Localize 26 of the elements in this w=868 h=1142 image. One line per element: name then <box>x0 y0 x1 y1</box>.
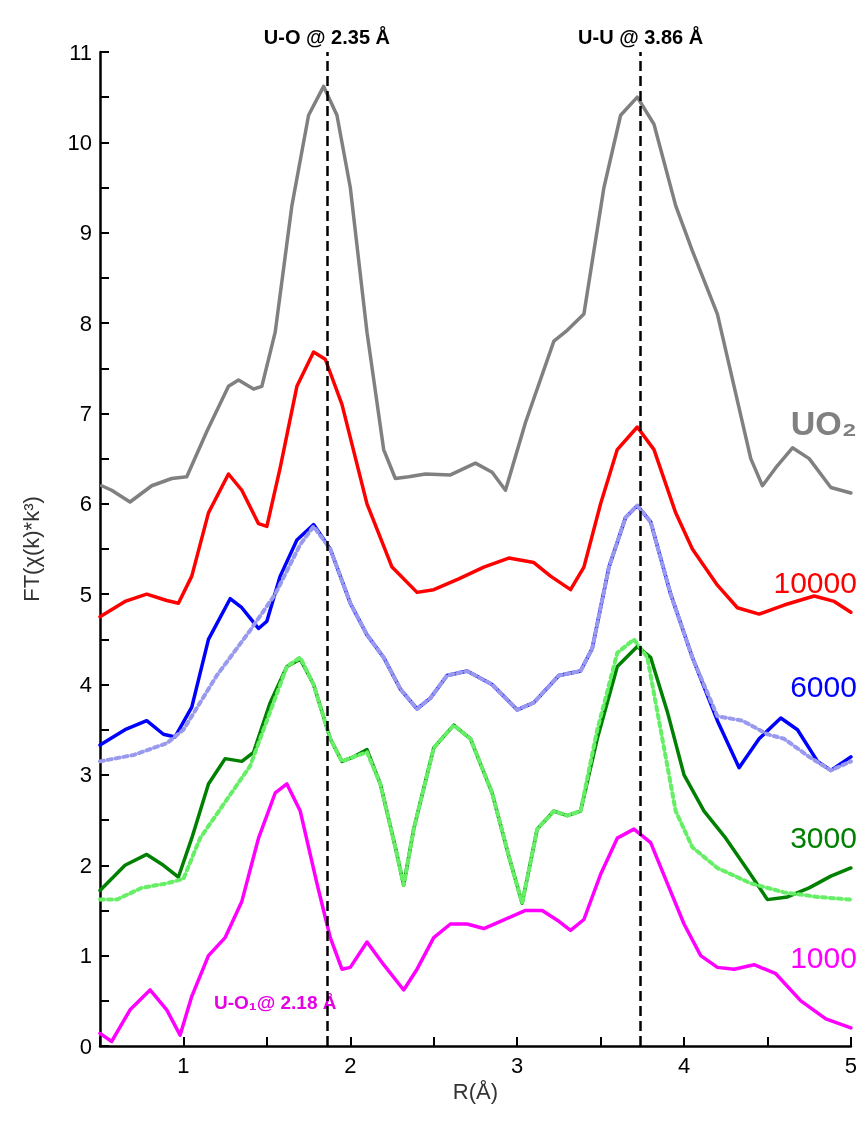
y-tick-label: 9 <box>79 220 92 246</box>
y-tick-label: 0 <box>79 1033 92 1059</box>
x-tick-label: 3 <box>511 1052 524 1078</box>
ref-line-label: U-U @ 3.86 Å <box>578 25 704 48</box>
series-label: 3000 <box>790 821 857 855</box>
y-tick-label: 3 <box>79 762 92 788</box>
x-tick-label: 5 <box>844 1052 858 1078</box>
series-label: UO₂ <box>790 403 857 442</box>
x-axis-title: R(Å) <box>452 1079 499 1105</box>
series-label: 1000 <box>790 941 857 975</box>
x-tick-label: 1 <box>177 1052 190 1078</box>
x-tick-label: 4 <box>677 1052 691 1078</box>
y-tick-label: 8 <box>79 310 92 336</box>
ref-line-label: U-O @ 2.35 Å <box>263 25 391 48</box>
y-tick-label: 2 <box>79 852 92 878</box>
y-tick-label: 4 <box>79 672 92 698</box>
y-tick-label: 6 <box>79 491 92 517</box>
y-tick-label: 5 <box>79 581 92 607</box>
series-label: 6000 <box>790 670 857 704</box>
y-tick-label: 10 <box>67 129 92 155</box>
y-tick-label: 1 <box>79 943 92 969</box>
x-tick-label: 2 <box>344 1052 357 1078</box>
y-tick-label: 7 <box>79 400 92 426</box>
y-axis-title: FT(χ(k)*k³) <box>18 496 44 602</box>
y-tick-label: 11 <box>69 39 92 65</box>
series-label: 10000 <box>773 565 857 599</box>
